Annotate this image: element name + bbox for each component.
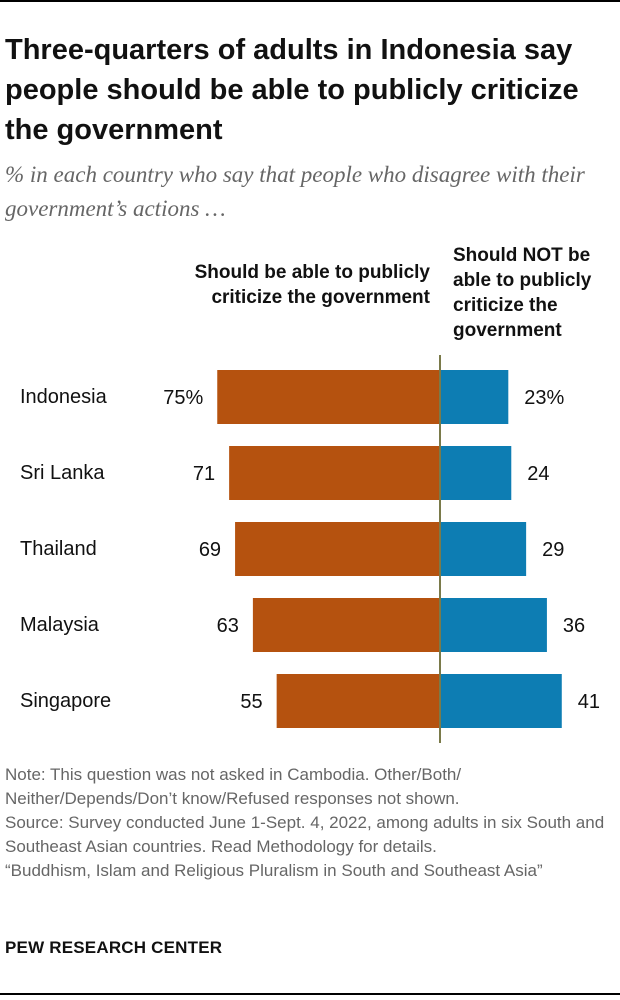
- country-label-thailand: Thailand: [20, 538, 97, 560]
- column-header-should-not: Should NOT be able to publicly criticize…: [453, 245, 592, 341]
- bottom-rule: [0, 993, 620, 995]
- value-should-malaysia: 63: [217, 615, 239, 637]
- value-should-not-singapore: 41: [578, 691, 600, 713]
- bar-should-malaysia: [252, 598, 440, 652]
- value-should-sri-lanka: 71: [193, 463, 215, 485]
- note-text: Note: This question was not asked in Cam…: [5, 765, 462, 808]
- bar-should-singapore: [276, 674, 440, 728]
- value-should-thailand: 69: [199, 539, 221, 561]
- value-should-indonesia: 75%: [163, 387, 203, 409]
- country-label-indonesia: Indonesia: [20, 386, 108, 408]
- bar-should-not-sri-lanka: [440, 446, 512, 500]
- chart-notes: Note: This question was not asked in Cam…: [5, 763, 620, 883]
- diverging-bar-chart: Indonesia 75% 23% Sri Lanka 71 24 Thailand 69 29…: [20, 355, 600, 743]
- source-text: Source: Survey conducted June 1-Sept. 4,…: [5, 813, 605, 856]
- value-should-not-sri-lanka: 24: [527, 463, 549, 485]
- bar-should-not-malaysia: [440, 598, 547, 652]
- column-header-should: Should be able to publicly criticize the…: [194, 262, 430, 308]
- value-should-singapore: 55: [240, 691, 262, 713]
- report-title-text: “Buddhism, Islam and Religious Pluralism…: [5, 861, 543, 880]
- bar-should-not-indonesia: [440, 370, 509, 424]
- bar-should-not-singapore: [440, 674, 562, 728]
- top-rule: [0, 0, 620, 2]
- value-should-not-malaysia: 36: [563, 615, 585, 637]
- chart-subtitle: % in each country who say that people wh…: [5, 162, 585, 221]
- bar-should-indonesia: [217, 370, 440, 424]
- country-label-singapore: Singapore: [20, 690, 111, 712]
- brand-label: PEW RESEARCH CENTER: [5, 938, 223, 957]
- value-should-not-indonesia: 23%: [524, 387, 564, 409]
- value-should-not-thailand: 29: [542, 539, 564, 561]
- bar-should-sri-lanka: [229, 446, 440, 500]
- country-label-malaysia: Malaysia: [20, 614, 100, 636]
- chart-title: Three-quarters of adults in Indonesia sa…: [5, 34, 579, 146]
- bar-should-not-thailand: [440, 522, 527, 576]
- country-label-sri-lanka: Sri Lanka: [20, 462, 105, 484]
- bar-should-thailand: [235, 522, 440, 576]
